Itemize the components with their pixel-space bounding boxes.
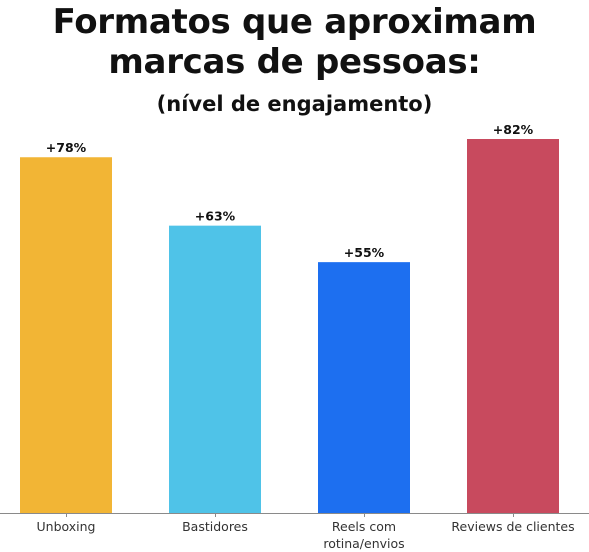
data-label-4: +82% xyxy=(493,122,534,137)
x-tick-label-3-line-1: Reels com xyxy=(332,519,396,534)
bar-2 xyxy=(169,225,261,513)
x-tick-label-3-line-2: rotina/envios xyxy=(323,536,404,551)
bar-3 xyxy=(318,262,410,513)
data-label-2: +63% xyxy=(195,209,236,224)
x-tick-label-2: Bastidores xyxy=(182,519,248,534)
data-label-1: +78% xyxy=(46,140,87,155)
chart-subtitle: (nível de engajamento) xyxy=(156,92,433,116)
x-tick-label-1: Unboxing xyxy=(37,519,96,534)
bar-4 xyxy=(467,139,559,513)
x-tick-label-4: Reviews de clientes xyxy=(451,519,574,534)
data-label-3: +55% xyxy=(344,245,385,260)
chart-title: Formatos que aproximam marcas de pessoas… xyxy=(52,2,537,82)
bar-1 xyxy=(20,157,112,513)
